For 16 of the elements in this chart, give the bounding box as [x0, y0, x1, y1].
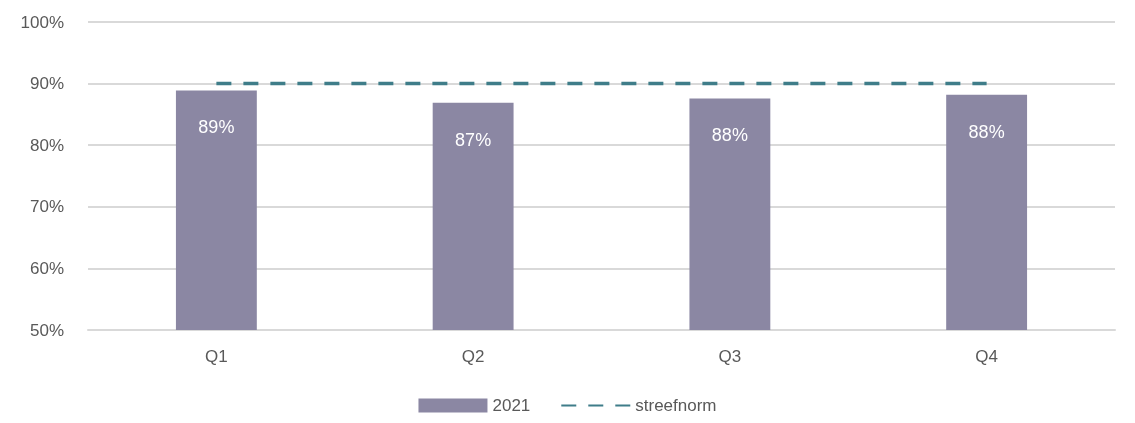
y-tick-label: 70%	[29, 197, 64, 217]
x-tick-label: Q3	[718, 347, 742, 366]
data-label: 88%	[711, 125, 748, 146]
legend-label: 2021	[492, 396, 531, 415]
data-label: 87%	[455, 129, 492, 150]
x-tick-label: Q1	[205, 347, 228, 366]
y-tick-label: 100%	[20, 12, 64, 32]
data-label: 89%	[198, 117, 235, 138]
x-tick-label: Q2	[461, 347, 485, 366]
x-tick-label: Q4	[975, 347, 998, 366]
y-tick-label: 90%	[29, 74, 64, 94]
y-tick-label: 60%	[29, 258, 64, 278]
y-tick-label: 50%	[29, 320, 64, 340]
data-label: 88%	[968, 121, 1005, 142]
legend-label: streefnorm	[635, 396, 717, 415]
y-tick-label: 80%	[29, 135, 64, 155]
